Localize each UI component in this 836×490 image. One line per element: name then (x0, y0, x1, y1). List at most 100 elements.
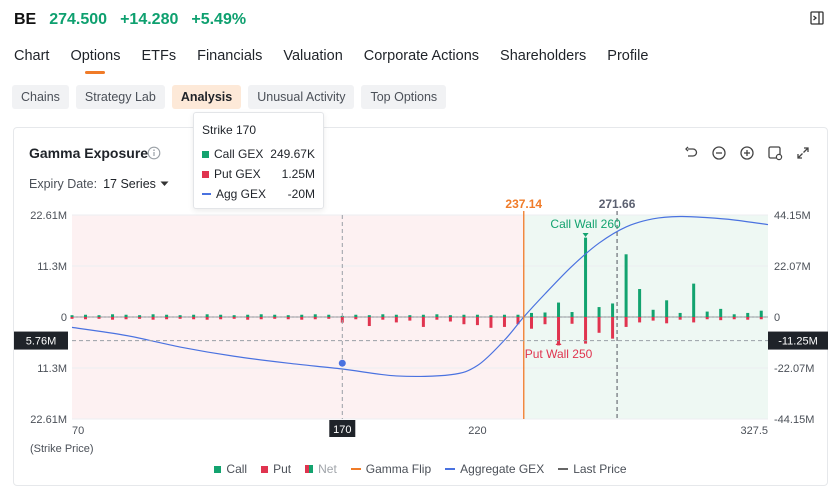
put-bar (584, 317, 588, 344)
fullscreen-icon[interactable] (795, 145, 811, 161)
call-bar (462, 314, 466, 317)
put-bar (192, 317, 196, 320)
call-wall-marker (582, 233, 589, 237)
tab-profile[interactable]: Profile (607, 48, 649, 64)
call-bar (111, 314, 115, 317)
put-bar (273, 317, 277, 319)
put-bar (502, 317, 506, 327)
tab-financials[interactable]: Financials (197, 48, 263, 64)
put-bar (286, 317, 290, 320)
tab-valuation[interactable]: Valuation (283, 48, 343, 64)
info-icon[interactable] (147, 146, 161, 160)
put-bar (124, 317, 128, 320)
x-tick-label: 220 (468, 425, 486, 437)
subtab-chains[interactable]: Chains (12, 85, 69, 109)
collapse-panel-icon[interactable] (810, 11, 824, 25)
put-bar (340, 317, 344, 323)
call-bar (448, 315, 452, 317)
put-bar (97, 317, 101, 319)
expiry-select[interactable]: 17 Series (103, 177, 169, 191)
zoom-out-icon[interactable] (711, 145, 727, 161)
legend-gamma-flip[interactable]: Gamma Flip (350, 462, 431, 476)
call-bar (678, 312, 682, 317)
quote-bar: BE 274.500 +14.280 +5.49% (14, 10, 246, 30)
tab-chart[interactable]: Chart (14, 48, 50, 64)
put-bar (462, 317, 466, 325)
reset-icon[interactable] (683, 145, 699, 161)
put-bar (678, 317, 682, 320)
put-bar (138, 317, 142, 319)
call-bar (313, 314, 317, 317)
put-wall-marker (555, 341, 562, 345)
legend-call[interactable]: Call (214, 462, 247, 476)
call-bar (624, 254, 628, 317)
gamma-exposure-chart[interactable]: 22.61M 11.3M 0 11.3M 22.61M 44.15M 22.07M 0 -22.… (14, 128, 829, 458)
put-bar (692, 317, 696, 323)
call-bar (665, 300, 669, 317)
subtab-top-options[interactable]: Top Options (361, 85, 447, 109)
call-bar (246, 314, 250, 317)
y-left-tick-label: 11.3M (37, 261, 67, 273)
y-right-tick-label: 0 (774, 312, 780, 324)
tab-options[interactable]: Options (70, 48, 120, 72)
expiry-label: Expiry Date: (29, 177, 98, 191)
put-bar (719, 317, 723, 321)
x-axis-title: (Strike Price) (30, 443, 94, 455)
settings-icon[interactable] (767, 145, 783, 161)
call-bar (570, 312, 574, 317)
call-bar (300, 314, 304, 317)
call-bar (84, 314, 88, 317)
chart-legend: Call Put Net Gamma Flip Aggregate GEX La… (14, 462, 827, 476)
put-bar (84, 317, 88, 320)
call-bar (516, 314, 520, 317)
tooltip-row-put: Put GEX 1.25M (202, 164, 315, 184)
call-bar (746, 312, 750, 317)
call-bar (219, 314, 223, 317)
call-bar (584, 237, 588, 317)
expiry-filter: Expiry Date: 17 Series (29, 177, 169, 191)
subtab-analysis[interactable]: Analysis (171, 85, 242, 109)
crosshair-right-badge (768, 331, 828, 350)
gamma-exposure-card: Gamma Exposure Expiry Date: 17 Series 22… (13, 127, 828, 486)
y-right-tick-label: 44.15M (774, 210, 811, 222)
tab-corporate-actions[interactable]: Corporate Actions (363, 48, 480, 64)
put-bar (111, 317, 115, 320)
legend-put[interactable]: Put (261, 462, 291, 476)
y-right-tick-label: -22.07M (774, 363, 814, 375)
price-change-percent: +5.49% (191, 11, 247, 28)
put-bar (611, 317, 615, 339)
y-left-tick-label: 11.3M (37, 363, 67, 375)
put-bar (759, 317, 763, 320)
zoom-in-icon[interactable] (739, 145, 755, 161)
call-bar (705, 311, 709, 317)
put-bar (151, 317, 155, 320)
subtab-strategy-lab[interactable]: Strategy Lab (75, 85, 165, 109)
call-bar (232, 315, 236, 317)
tab-shareholders[interactable]: Shareholders (500, 48, 587, 64)
put-bar (394, 317, 398, 323)
put-bar (475, 317, 479, 326)
tooltip-row-agg: Agg GEX -20M (202, 184, 315, 204)
legend-aggregate-gex[interactable]: Aggregate GEX (445, 462, 544, 476)
subtab-unusual-activity[interactable]: Unusual Activity (248, 85, 355, 109)
crosshair-right-value: -11.25M (778, 336, 818, 348)
crosshair-x-value: 170 (333, 424, 351, 436)
caret-down-icon (160, 181, 169, 186)
call-bar (597, 307, 601, 317)
chart-tooltip: Strike 170 Call GEX 249.67K Put GEX 1.25… (193, 112, 324, 209)
crosshair-left-badge (14, 331, 68, 350)
put-bar (178, 317, 182, 319)
call-bar (611, 303, 615, 317)
tab-etfs[interactable]: ETFs (141, 48, 177, 64)
legend-net[interactable]: Net (305, 462, 337, 476)
call-bar (692, 283, 696, 317)
call-bar (192, 314, 196, 317)
call-bar (435, 314, 439, 317)
call-bar (165, 314, 169, 317)
put-bar (570, 317, 574, 324)
last-price: 274.500 (49, 11, 108, 28)
put-bar (219, 317, 223, 320)
legend-last-price[interactable]: Last Price (558, 462, 627, 476)
put-bar (246, 317, 250, 320)
call-bar (557, 302, 561, 317)
